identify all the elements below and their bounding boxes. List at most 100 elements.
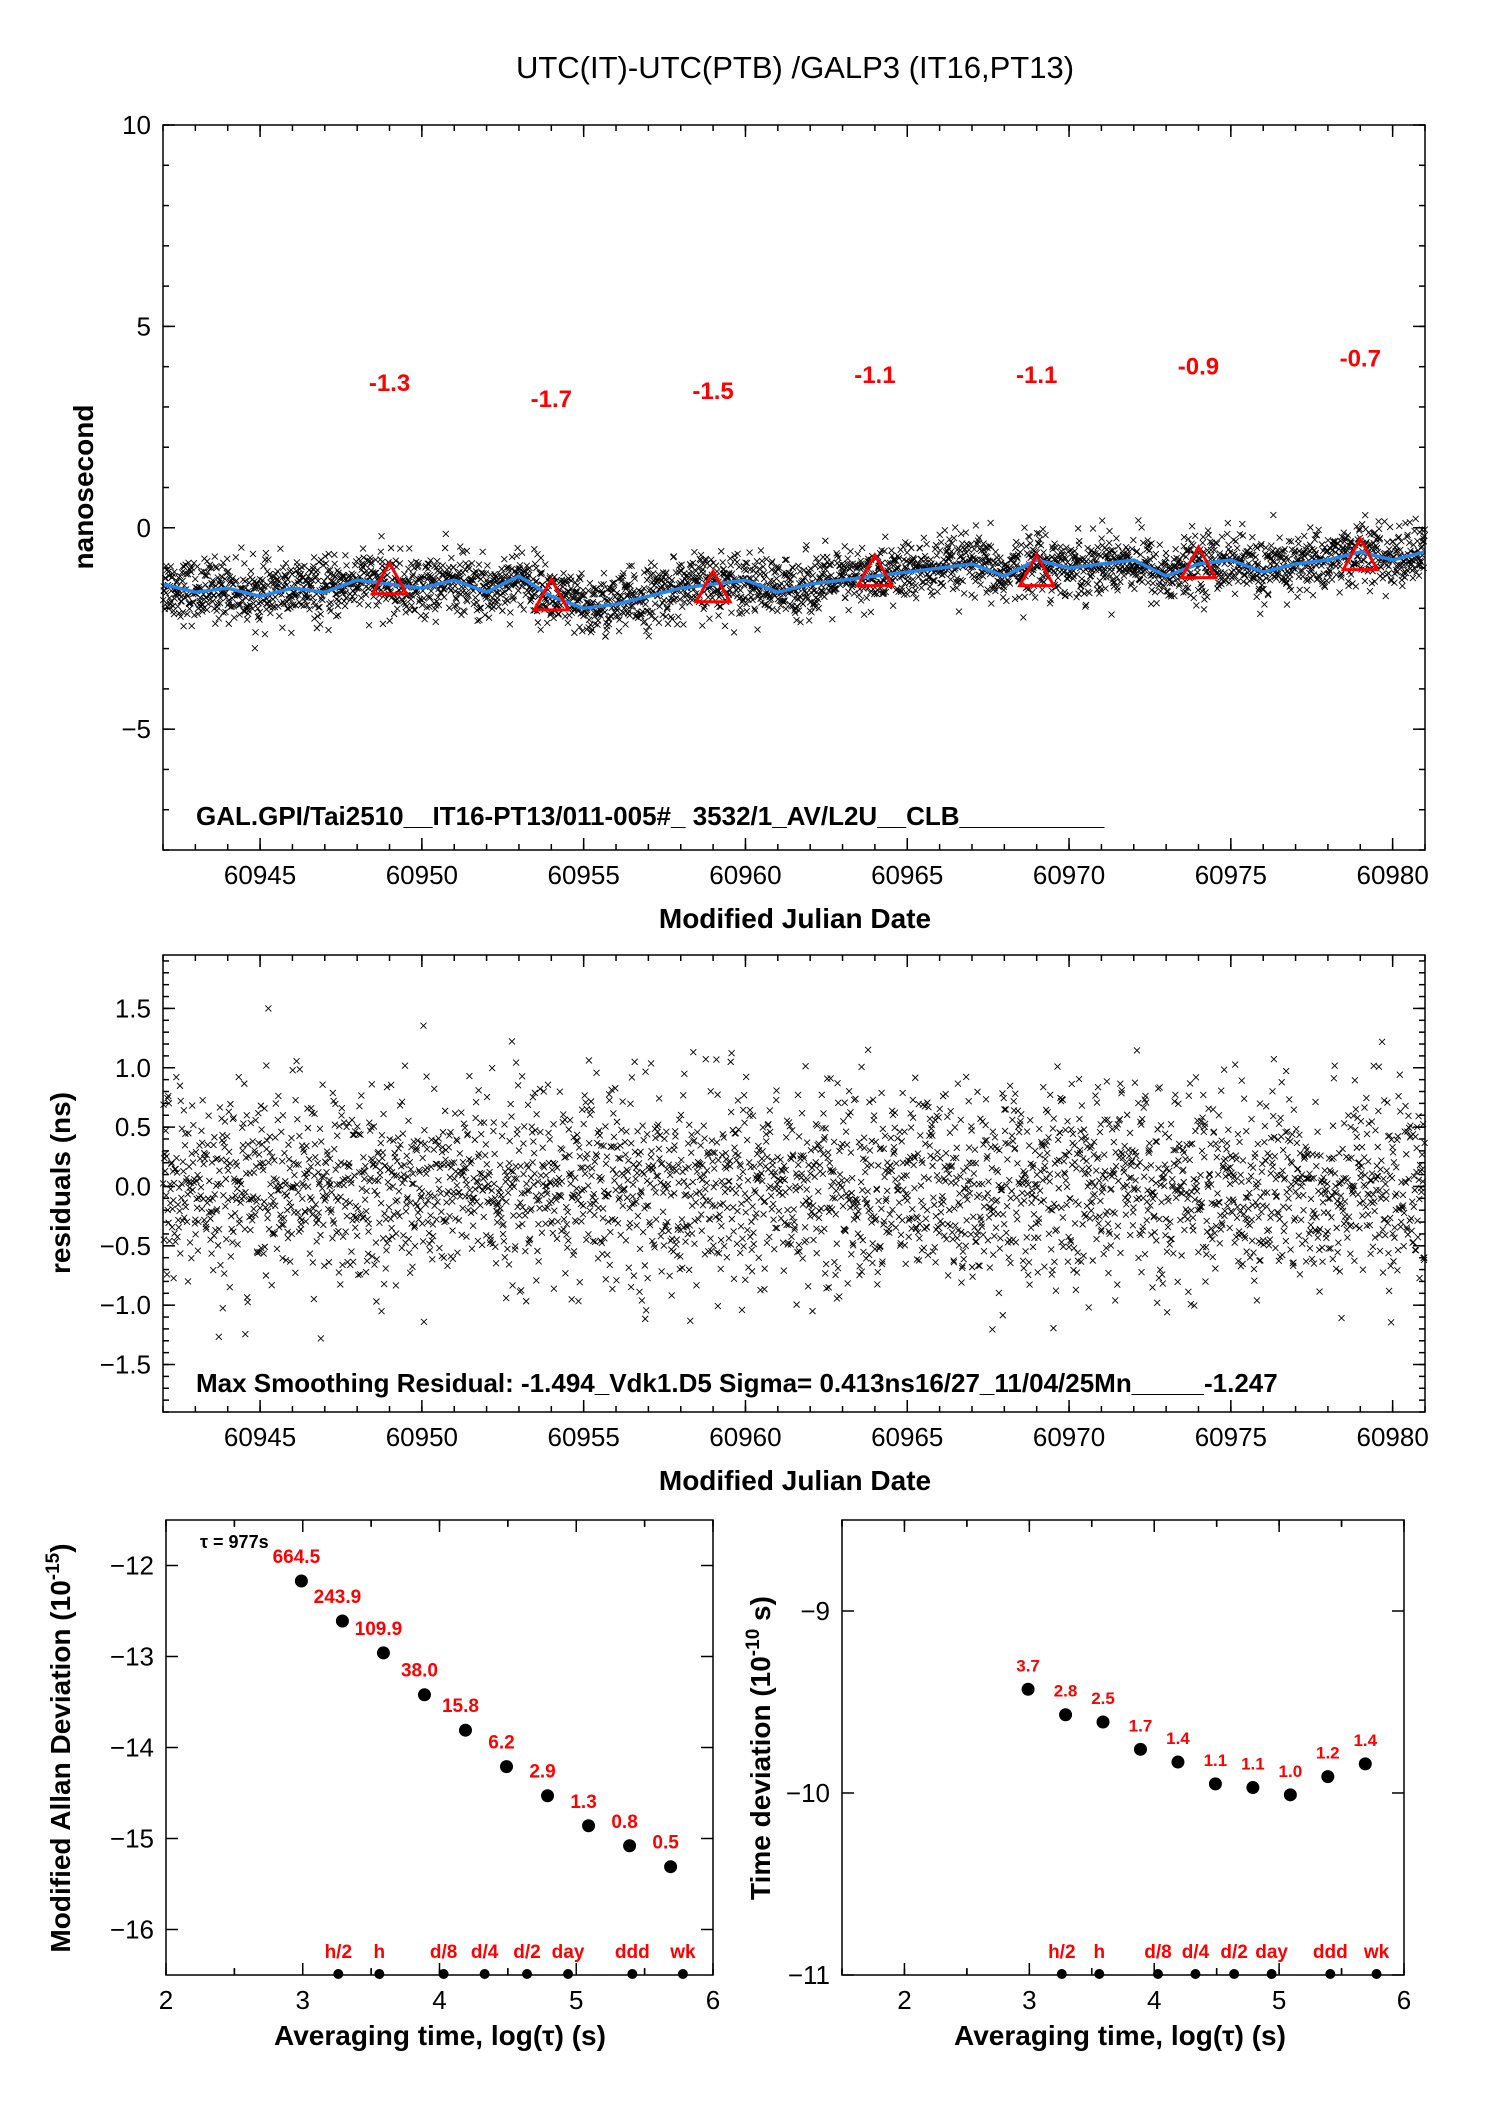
timeseries-point (200, 567, 208, 575)
timeseries-point (265, 556, 272, 563)
timeseries-point (589, 598, 597, 606)
mean-annotation: -0.9 (1178, 354, 1219, 381)
timeseries-point (644, 566, 651, 574)
timeseries-point (409, 573, 416, 580)
timeseries-point (463, 597, 471, 605)
timeseries-point (232, 553, 240, 561)
x-tick-label: 60945 (224, 860, 296, 890)
timeseries-point (230, 614, 238, 622)
timeseries-point (538, 569, 545, 576)
timeseries-point (622, 585, 630, 593)
timeseries-point (188, 565, 196, 572)
timeseries-point (477, 604, 485, 612)
timeseries-point (578, 627, 586, 635)
timeseries-point (184, 610, 191, 618)
timeseries-point (317, 610, 324, 618)
timeseries-point (638, 610, 645, 618)
timeseries-point (211, 553, 219, 560)
timeseries-point (360, 554, 367, 561)
timeseries-point (325, 626, 332, 634)
timeseries-point (425, 560, 433, 568)
timeseries-point (216, 599, 224, 607)
timeseries-point (475, 561, 483, 568)
timeseries-point (663, 605, 671, 613)
timeseries-point (518, 549, 526, 557)
timeseries-point (223, 555, 231, 563)
timeseries-point (433, 598, 441, 605)
timeseries-point (327, 599, 335, 606)
timeseries-point (209, 598, 216, 605)
timeseries-point (174, 603, 182, 610)
timeseries-point (324, 567, 332, 574)
timeseries-point (390, 610, 398, 618)
timeseries-point (440, 593, 448, 601)
timeseries-point (264, 600, 272, 607)
mean-annotation: -1.3 (369, 370, 410, 397)
timeseries-point (451, 582, 459, 590)
timeseries-point (225, 599, 233, 607)
timeseries-point (627, 602, 635, 610)
timeseries-point (680, 621, 687, 628)
timeseries-point (243, 616, 251, 623)
timeseries-point (639, 608, 646, 615)
timeseries-point (543, 596, 550, 603)
timeseries-point (214, 600, 221, 607)
timeseries-point (541, 561, 549, 568)
timeseries-point (288, 570, 296, 578)
timeseries-point (628, 562, 636, 570)
timeseries-point (242, 594, 250, 602)
timeseries-point (627, 582, 634, 590)
timeseries-point (215, 615, 223, 622)
timeseries-point (331, 560, 338, 568)
timeseries-point (670, 595, 678, 603)
timeseries-point (233, 577, 240, 584)
timeseries-point (675, 613, 682, 621)
timeseries-point (407, 559, 415, 567)
timeseries-point (655, 619, 663, 626)
timeseries-point (446, 604, 453, 612)
timeseries-point (343, 562, 350, 569)
timeseries-point (626, 612, 633, 619)
timeseries-point (335, 597, 343, 605)
timeseries-point (377, 548, 385, 556)
timeseries-point (513, 552, 520, 560)
timeseries-point (319, 596, 326, 604)
timeseries-point (579, 586, 587, 594)
timeseries-point (401, 570, 408, 578)
timeseries-point (322, 560, 330, 567)
timeseries-point (402, 608, 410, 616)
timeseries-point (442, 530, 450, 538)
mean-annotation: -1.7 (531, 386, 572, 413)
timeseries-point (274, 575, 282, 583)
timeseries-point (667, 613, 675, 621)
timeseries-point (170, 610, 178, 618)
timeseries-point (367, 560, 374, 568)
timeseries-point (616, 616, 623, 623)
timeseries-point (623, 593, 631, 600)
timeseries-point (180, 622, 187, 630)
timeseries-point (316, 604, 323, 611)
timeseries-point (502, 571, 510, 579)
timeseries-point (587, 621, 594, 629)
timeseries-point (172, 589, 180, 597)
timeseries-point (411, 606, 419, 614)
timeseries-point (654, 575, 662, 582)
timeseries-point (564, 619, 572, 627)
timeseries-point (407, 595, 415, 603)
timeseries-point (543, 598, 551, 606)
timeseries-point (659, 611, 667, 619)
timeseries-point (405, 545, 413, 552)
timeseries-point (427, 587, 435, 595)
timeseries-point (225, 596, 233, 604)
timeseries-point (251, 644, 259, 652)
timeseries-point (691, 548, 698, 556)
timeseries-point (617, 592, 625, 600)
timeseries-point (191, 575, 199, 583)
timeseries-point (505, 585, 513, 593)
timeseries-point (350, 571, 357, 579)
timeseries-point (680, 592, 688, 599)
timeseries-point (332, 612, 340, 620)
x-tick-label: 60960 (709, 860, 781, 890)
timeseries-point (417, 575, 425, 583)
timeseries-point (605, 620, 613, 628)
